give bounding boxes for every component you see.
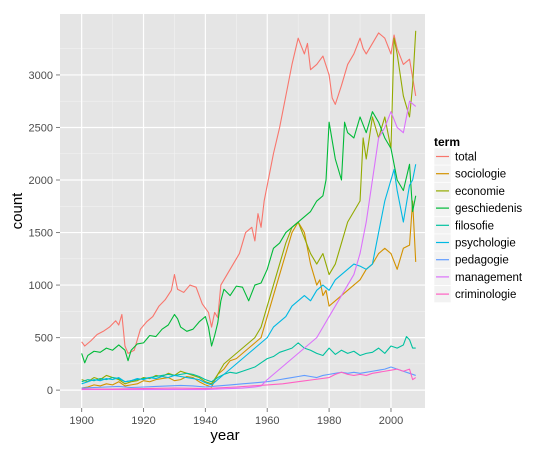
series-line-psychologie: [81, 164, 417, 386]
x-tick-label: 1900: [69, 415, 93, 427]
legend-label-criminologie: criminologie: [455, 289, 516, 301]
x-tick-label: 1940: [193, 415, 217, 427]
series-line-criminologie: [81, 368, 417, 390]
y-tick-label: 2000: [29, 175, 53, 187]
y-tick-label: 2500: [29, 122, 53, 134]
legend-items: total sociologie economie geschiedenis filos…: [433, 147, 523, 303]
series-line-pedagogie: [81, 366, 416, 389]
y-axis-title: count: [9, 192, 26, 230]
legend-label-total: total: [455, 152, 477, 164]
series-line-sociologie: [81, 200, 417, 389]
legend: term total sociologie economie geschiedenis…: [433, 135, 523, 303]
legend-label-psychologie: psychologie: [455, 238, 516, 250]
plot-panel-background: [60, 14, 425, 408]
x-axis-title: year: [210, 427, 239, 444]
legend-title: term: [434, 135, 460, 149]
series-line-geschiedenis: [81, 111, 417, 364]
legend-label-management: management: [455, 272, 523, 284]
legend-label-filosofie: filosofie: [455, 220, 494, 232]
x-tick-label: 1960: [255, 415, 279, 427]
legend-label-sociologie: sociologie: [455, 169, 506, 181]
major-gridlines: [60, 14, 425, 408]
x-tick-label: 1920: [131, 415, 155, 427]
series-lines: [81, 30, 417, 391]
series-line-total: [81, 32, 417, 354]
legend-label-pedagogie: pedagogie: [455, 255, 509, 267]
series-line-management: [81, 100, 417, 391]
y-tick-label: 1500: [29, 228, 53, 240]
y-tick-label: 0: [47, 385, 53, 397]
y-axis-ticks: 0 500 1000 1500 2000 2500 3000: [29, 70, 60, 397]
y-tick-label: 1000: [29, 280, 53, 292]
legend-label-geschiedenis: geschiedenis: [455, 203, 522, 215]
x-axis-ticks: 1900 1920 1940 1960 1980 2000: [69, 408, 403, 427]
y-tick-label: 500: [35, 333, 53, 345]
minor-gridlines: [60, 14, 425, 408]
x-tick-label: 1980: [317, 415, 341, 427]
x-tick-label: 2000: [379, 415, 403, 427]
y-tick-label: 3000: [29, 70, 53, 82]
legend-label-economie: economie: [455, 186, 505, 198]
